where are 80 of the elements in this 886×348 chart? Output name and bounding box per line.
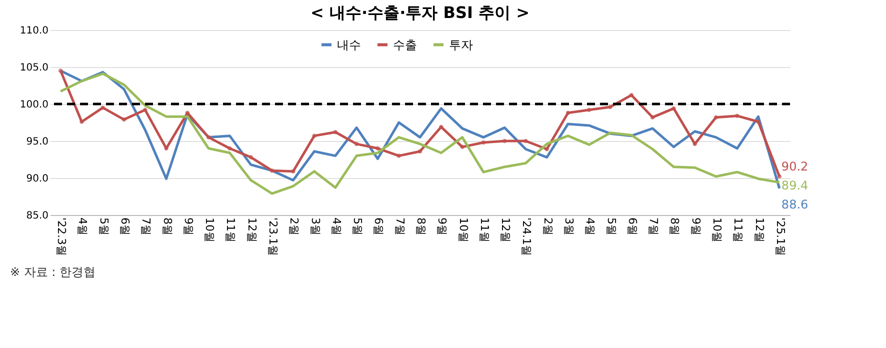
x-tick-label: 7월 <box>393 218 406 236</box>
y-tick-label: 100.0 <box>20 100 48 110</box>
x-tick-label: 10월 <box>456 218 470 242</box>
x-tick-label: 12월 <box>752 218 766 242</box>
point <box>460 144 464 150</box>
point <box>291 169 296 174</box>
point <box>756 120 760 124</box>
x-tick-label: 11월 <box>732 218 745 242</box>
point <box>566 110 570 115</box>
x-tick-label: 8월 <box>160 218 174 236</box>
x-tick-label: 3월 <box>308 218 322 236</box>
y-tick-label: 90.0 <box>26 174 48 184</box>
x-tick-label: 2월 <box>541 218 554 236</box>
x-tick-label: 8월 <box>414 218 428 236</box>
y-tick-label: 95.0 <box>26 136 48 148</box>
point <box>376 146 380 151</box>
data-label: 88.6 <box>781 197 808 212</box>
y-tick-label: 85.0 <box>26 210 48 222</box>
x-tick-label: 6월 <box>118 218 132 236</box>
data-label: 89.4 <box>781 178 808 192</box>
point <box>587 108 592 112</box>
x-tick-label: 10월 <box>203 218 216 242</box>
point <box>354 142 359 146</box>
x-tick-label: 11월 <box>478 218 491 242</box>
x-tick-label: '22.3월 <box>55 218 68 256</box>
point <box>502 138 507 144</box>
point <box>333 130 338 134</box>
x-tick-label: 9월 <box>182 218 195 236</box>
point <box>270 168 274 173</box>
point <box>735 114 740 118</box>
data-label: 90.2 <box>781 160 808 174</box>
x-tick-label: 6월 <box>372 218 386 236</box>
point <box>418 149 422 154</box>
point <box>777 174 782 179</box>
legend-label: 수출 <box>393 38 417 52</box>
point <box>524 138 528 144</box>
point <box>80 120 84 124</box>
point <box>143 108 148 112</box>
x-tick-label: 5월 <box>351 218 364 236</box>
x-tick-label: 3월 <box>562 218 576 236</box>
point <box>714 115 718 120</box>
x-tick-label: 5월 <box>604 218 618 236</box>
text: ※ 자료 : 한경협 <box>10 265 96 279</box>
chart-title: < 내수·수출·투자 BSI 추이 > <box>310 3 530 22</box>
legend-label: 내수 <box>337 38 361 52</box>
point <box>396 154 401 158</box>
point <box>228 146 232 151</box>
point <box>312 134 316 138</box>
x-tick-label: 7월 <box>647 218 660 236</box>
x-tick-label: 5월 <box>97 218 110 236</box>
point <box>206 135 211 140</box>
x-tick-label: 4월 <box>330 218 343 236</box>
x-tick-label: 12월 <box>245 218 258 242</box>
point <box>608 104 612 110</box>
point <box>248 155 253 160</box>
x-tick-label: 7월 <box>140 218 153 236</box>
point <box>544 147 549 152</box>
x-tick-label: 9월 <box>689 218 702 236</box>
legend-label: 투자 <box>449 38 473 52</box>
point <box>650 115 655 120</box>
point <box>672 106 676 111</box>
x-tick-label: 12월 <box>499 218 512 242</box>
x-tick-label: '24.1월 <box>520 218 534 256</box>
y-tick-label: 105.0 <box>20 62 48 74</box>
point <box>122 117 126 122</box>
x-tick-label: 10월 <box>710 218 724 242</box>
x-tick-label: 11월 <box>224 218 238 242</box>
x-tick-label: '25.1월 <box>774 218 787 256</box>
x-tick-label: 4월 <box>76 218 90 236</box>
point <box>58 68 63 73</box>
y-tick-label: 110.0 <box>20 26 48 36</box>
x-tick-label: 2월 <box>288 218 301 236</box>
x-tick-label: 6월 <box>626 218 639 236</box>
x-tick-label: 8월 <box>668 218 682 236</box>
point <box>629 93 634 98</box>
x-tick-label: '23.1월 <box>266 218 280 256</box>
point <box>100 106 105 110</box>
x-tick-label: 9월 <box>436 218 449 236</box>
x-tick-label: 4월 <box>584 218 597 236</box>
point <box>481 140 486 145</box>
